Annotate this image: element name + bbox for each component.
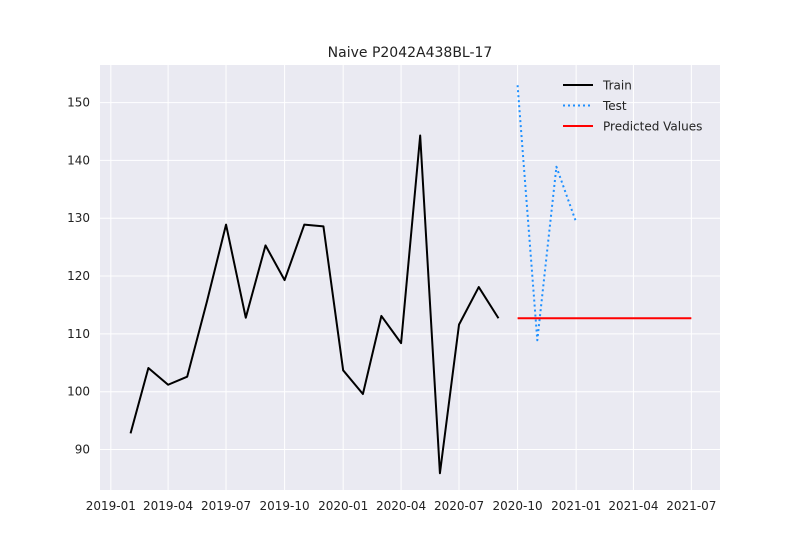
y-tick-label: 110 [67,327,90,341]
tick-labels: 2019-01 2019-04 2019-07 2019-10 2020-01 2020-… [67,96,716,513]
y-tick-label: 120 [67,269,90,283]
x-tick-label: 2020-07 [434,499,484,513]
y-tick-label: 130 [67,211,90,225]
x-tick-label: 2019-07 [201,499,251,513]
series-line-train [129,134,500,475]
x-tick-label: 2019-10 [260,499,310,513]
legend-label: Test [602,99,627,113]
x-tick-label: 2021-04 [608,499,658,513]
x-tick-label: 2021-07 [666,499,716,513]
y-tick-label: 100 [67,385,90,399]
x-tick-label: 2021-01 [551,499,601,513]
y-tick-label: 150 [67,96,90,110]
grid-lines [100,65,720,490]
x-tick-label: 2019-04 [143,499,193,513]
x-tick-label: 2020-01 [318,499,368,513]
legend: Train Test Predicted Values [563,79,702,134]
y-tick-label: 90 [75,443,90,457]
plot-area [100,65,720,490]
legend-label: Train [602,79,632,93]
x-tick-label: 2019-01 [86,499,136,513]
x-tick-label: 2020-04 [376,499,426,513]
legend-label: Predicted Values [603,120,702,134]
x-tick-label: 2020-10 [493,499,543,513]
data-series [129,85,692,475]
chart-title: Naive P2042A438BL-17 [328,45,493,61]
y-tick-label: 140 [67,153,90,167]
